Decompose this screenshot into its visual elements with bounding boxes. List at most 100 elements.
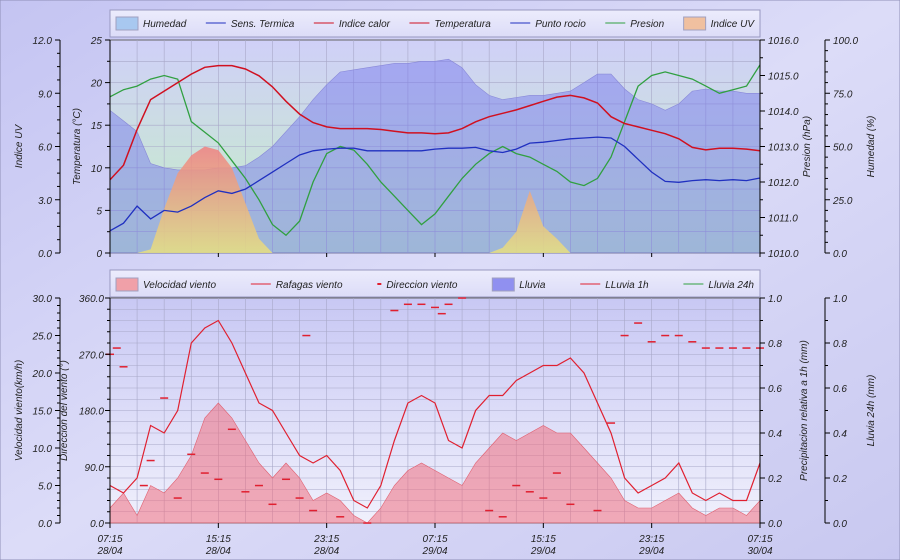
legend-item: Presion <box>630 19 664 30</box>
direccion-viento-mark <box>728 347 737 349</box>
pressure-tick-label: 1015.0 <box>768 72 799 83</box>
temp-tick-label: 0 <box>96 249 102 260</box>
pressure-tick-label: 1011.0 <box>768 214 798 225</box>
direccion-viento-mark <box>701 347 710 349</box>
precip-tick-label: 0.0 <box>768 519 782 530</box>
x-tick-date: 29/04 <box>638 546 664 557</box>
x-tick-time: 23:15 <box>313 534 339 545</box>
direccion-viento-mark <box>268 503 277 506</box>
direccion-viento-mark <box>254 484 263 487</box>
rain24-tick-label: 0.0 <box>833 519 847 530</box>
pressure-tick-label: 1013.0 <box>768 143 799 154</box>
indice-uv-area <box>110 146 760 253</box>
direccion-viento-mark <box>620 334 629 337</box>
temp-tick-label: 5 <box>96 206 102 217</box>
direccion-viento-mark <box>742 347 751 349</box>
x-tick-time: 07:15 <box>97 534 122 545</box>
legend-item: Indice calor <box>339 19 391 30</box>
direccion-viento-mark <box>647 341 656 343</box>
pressure-tick-label: 1010.0 <box>768 249 799 260</box>
direccion-viento-mark <box>661 334 670 337</box>
direccion-viento-mark <box>715 347 724 349</box>
rafagas-viento-line <box>109 319 761 509</box>
direccion-viento-mark <box>187 453 196 456</box>
direccion-viento-mark <box>336 516 345 518</box>
humidity-tick-label: 75.0 <box>833 89 853 100</box>
direccion-viento-mark <box>282 478 291 481</box>
precip-tick-label: 1.0 <box>768 294 782 305</box>
x-tick-date: 29/04 <box>530 546 556 557</box>
direccion-viento-mark <box>146 459 155 462</box>
rain24-tick-label: 1.0 <box>833 294 847 305</box>
rain24-axis-title: Lluvia 24h (mm) <box>866 375 877 447</box>
humidity-axis-title: Humedad (%) <box>866 116 877 178</box>
direccion-viento-mark <box>437 312 446 315</box>
direction-tick-label: 90.0 <box>85 463 105 474</box>
direccion-viento-mark <box>431 306 439 309</box>
humidity-tick-label: 25.0 <box>832 196 853 207</box>
direccion-viento-mark <box>444 303 453 306</box>
legend-item: Punto rocio <box>535 19 586 30</box>
x-tick-date: 28/04 <box>96 546 122 557</box>
legend-item: Lluvia <box>519 280 546 291</box>
direccion-viento-mark <box>498 516 507 518</box>
speed-tick-label: 25.0 <box>32 332 53 343</box>
speed-tick-label: 20.0 <box>32 369 53 380</box>
uv-tick-label: 0.0 <box>38 249 52 260</box>
legend-item: Lluvia 24h <box>708 280 754 291</box>
direccion-viento-mark <box>160 397 169 399</box>
temp-axis-title: Temperatura (°C) <box>72 108 83 185</box>
precip-tick-label: 0.4 <box>768 429 782 440</box>
speed-tick-label: 30.0 <box>33 294 53 305</box>
legend-item: Rafagas viento <box>276 280 343 291</box>
legend-box-1 <box>109 269 761 298</box>
chart-content: 0.0 3.0 6.0 9.0 12.0 Indice UV 0 5 10 15 20 25 Tempe… <box>14 9 877 557</box>
direccion-viento-mark <box>241 491 250 493</box>
humidity-tick-label: 50.0 <box>833 143 853 154</box>
direccion-viento-mark <box>214 478 223 481</box>
direccion-viento-mark <box>525 491 534 493</box>
x-tick-time: 15:15 <box>206 534 231 545</box>
temp-tick-label: 10 <box>91 164 103 175</box>
rain24-tick-label: 0.6 <box>833 384 847 395</box>
temp-tick-label: 15 <box>91 121 103 132</box>
velocidad-viento-area <box>109 402 761 524</box>
direccion-viento-mark <box>539 497 548 499</box>
legend-item: Sens. Termica <box>231 19 295 30</box>
speed-tick-label: 10.0 <box>33 444 53 455</box>
direccion-viento-mark <box>593 509 602 512</box>
direccion-viento-mark <box>309 509 318 512</box>
speed-tick-label: 15.0 <box>33 407 53 418</box>
legend-swatch <box>115 16 139 31</box>
legend-item: Humedad <box>143 19 187 30</box>
x-tick-time: 15:15 <box>531 534 556 545</box>
direccion-viento-mark <box>634 322 643 324</box>
precip-tick-label: 0.8 <box>768 339 782 350</box>
direccion-viento-mark <box>363 522 372 524</box>
direccion-viento-mark <box>417 303 426 306</box>
x-tick-time: 23:15 <box>638 534 664 545</box>
pressure-tick-label: 1012.0 <box>768 178 799 189</box>
legend-item: LLuvia 1h <box>605 280 649 291</box>
direccion-viento-mark <box>390 309 399 312</box>
presion-line <box>109 64 761 237</box>
rain24-tick-label: 0.4 <box>833 429 847 440</box>
precip-axis-title: Precipitacion relativa a 1h (mm) <box>799 340 810 481</box>
direccion-viento-mark <box>485 509 494 512</box>
x-tick-time: 07:15 <box>422 534 447 545</box>
direccion-viento-mark <box>458 297 467 299</box>
legend-item: Direccion viento <box>386 280 458 291</box>
legend-swatch <box>115 277 139 292</box>
direccion-viento-mark <box>173 497 182 499</box>
uv-axis-title: Indice UV <box>14 123 25 168</box>
direction-tick-label: 0.0 <box>90 519 104 530</box>
legend-item: Velocidad viento <box>143 280 216 291</box>
uv-tick-label: 6.0 <box>38 143 52 154</box>
legend-item: Indice UV <box>711 19 756 30</box>
legend-swatch <box>491 277 515 292</box>
x-tick-date: 28/04 <box>205 546 231 557</box>
precip-tick-label: 0.6 <box>768 384 782 395</box>
rain24-tick-label: 0.8 <box>833 339 847 350</box>
direction-tick-label: 360.0 <box>79 294 104 305</box>
